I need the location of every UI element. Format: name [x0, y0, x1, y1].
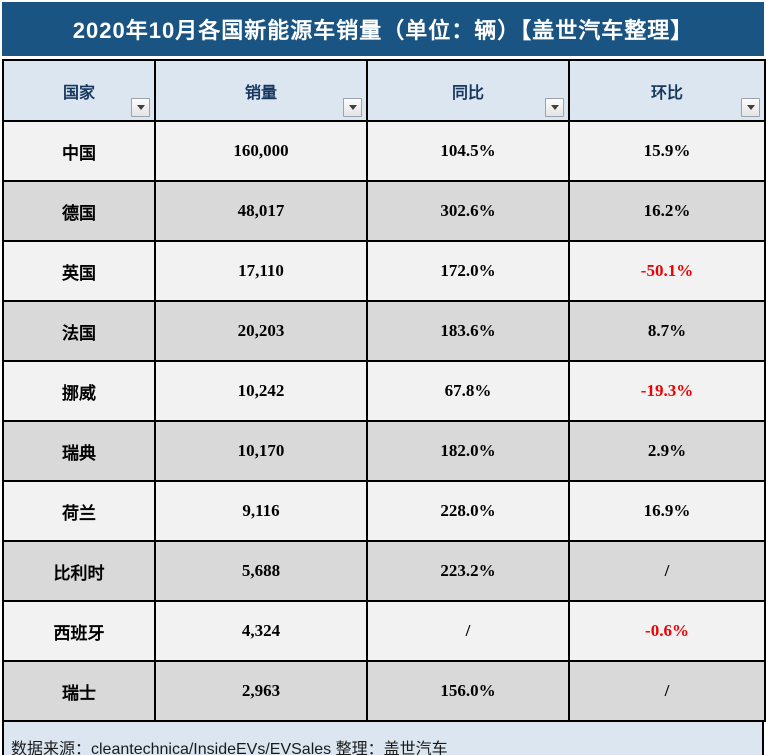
filter-dropdown-button-sales[interactable]: [343, 98, 362, 117]
country-cell: 比利时: [2, 540, 156, 602]
title-bar: 2020年10月各国新能源车销量（单位：辆）【盖世汽车整理】: [2, 2, 764, 56]
chevron-down-icon: [746, 105, 755, 110]
column-header-label: 同比: [451, 84, 484, 102]
mom-cell: -0.6%: [568, 600, 766, 662]
sales-cell: 10,242: [154, 360, 368, 422]
sales-cell: 17,110: [154, 240, 368, 302]
mom-cell: /: [568, 660, 766, 722]
sales-cell: 20,203: [154, 300, 368, 362]
chevron-down-icon: [348, 105, 357, 110]
table-row: 德国 48,017 302.6% 16.2%: [2, 180, 766, 242]
table-row: 中国 160,000 104.5% 15.9%: [2, 120, 766, 182]
mom-cell: 16.2%: [568, 180, 766, 242]
filter-dropdown-button-country[interactable]: [131, 98, 150, 117]
sales-cell: 160,000: [154, 120, 368, 182]
column-header-yoy: 同比: [366, 59, 570, 122]
country-cell: 西班牙: [2, 600, 156, 662]
chevron-down-icon: [136, 105, 145, 110]
mom-cell: 2.9%: [568, 420, 766, 482]
yoy-cell: 104.5%: [366, 120, 570, 182]
country-cell: 荷兰: [2, 480, 156, 542]
country-cell: 瑞士: [2, 660, 156, 722]
country-cell: 中国: [2, 120, 156, 182]
page-title: 2020年10月各国新能源车销量（单位：辆）【盖世汽车整理】: [72, 18, 694, 43]
yoy-cell: /: [366, 600, 570, 662]
table-row: 瑞典 10,170 182.0% 2.9%: [2, 420, 766, 482]
yoy-cell: 228.0%: [366, 480, 570, 542]
data-source-text: 数据来源：cleantechnica/InsideEVs/EVSales 整理：…: [11, 740, 448, 755]
chevron-down-icon: [550, 105, 559, 110]
sales-cell: 10,170: [154, 420, 368, 482]
column-header-label: 环比: [650, 84, 683, 102]
table-row: 比利时 5,688 223.2% /: [2, 540, 766, 602]
table-row: 瑞士 2,963 156.0% /: [2, 660, 766, 722]
table-row: 英国 17,110 172.0% -50.1%: [2, 240, 766, 302]
data-source-footer: 数据来源：cleantechnica/InsideEVs/EVSales 整理：…: [2, 722, 764, 755]
mom-cell: 8.7%: [568, 300, 766, 362]
yoy-cell: 172.0%: [366, 240, 570, 302]
yoy-cell: 182.0%: [366, 420, 570, 482]
ev-sales-table: 国家 销量 同比 环比 中国 160,000: [2, 59, 766, 722]
yoy-cell: 183.6%: [366, 300, 570, 362]
country-cell: 瑞典: [2, 420, 156, 482]
sales-cell: 2,963: [154, 660, 368, 722]
mom-cell: -50.1%: [568, 240, 766, 302]
mom-cell: 16.9%: [568, 480, 766, 542]
column-header-label: 国家: [62, 84, 95, 102]
table-header: 国家 销量 同比 环比: [2, 59, 766, 122]
yoy-cell: 302.6%: [366, 180, 570, 242]
sales-cell: 4,324: [154, 600, 368, 662]
filter-dropdown-button-yoy[interactable]: [545, 98, 564, 117]
table-row: 西班牙 4,324 / -0.6%: [2, 600, 766, 662]
mom-cell: 15.9%: [568, 120, 766, 182]
yoy-cell: 67.8%: [366, 360, 570, 422]
sales-cell: 5,688: [154, 540, 368, 602]
mom-cell: /: [568, 540, 766, 602]
mom-cell: -19.3%: [568, 360, 766, 422]
column-header-country: 国家: [2, 59, 156, 122]
country-cell: 法国: [2, 300, 156, 362]
sales-cell: 48,017: [154, 180, 368, 242]
yoy-cell: 156.0%: [366, 660, 570, 722]
column-header-label: 销量: [244, 84, 277, 102]
filter-dropdown-button-mom[interactable]: [741, 98, 760, 117]
header-row: 国家 销量 同比 环比: [2, 59, 766, 122]
table-row: 荷兰 9,116 228.0% 16.9%: [2, 480, 766, 542]
country-cell: 挪威: [2, 360, 156, 422]
table-body: 中国 160,000 104.5% 15.9% 德国 48,017 302.6%…: [2, 120, 766, 722]
column-header-mom: 环比: [568, 59, 766, 122]
table-row: 法国 20,203 183.6% 8.7%: [2, 300, 766, 362]
sales-cell: 9,116: [154, 480, 368, 542]
yoy-cell: 223.2%: [366, 540, 570, 602]
country-cell: 英国: [2, 240, 156, 302]
table-row: 挪威 10,242 67.8% -19.3%: [2, 360, 766, 422]
country-cell: 德国: [2, 180, 156, 242]
column-header-sales: 销量: [154, 59, 368, 122]
